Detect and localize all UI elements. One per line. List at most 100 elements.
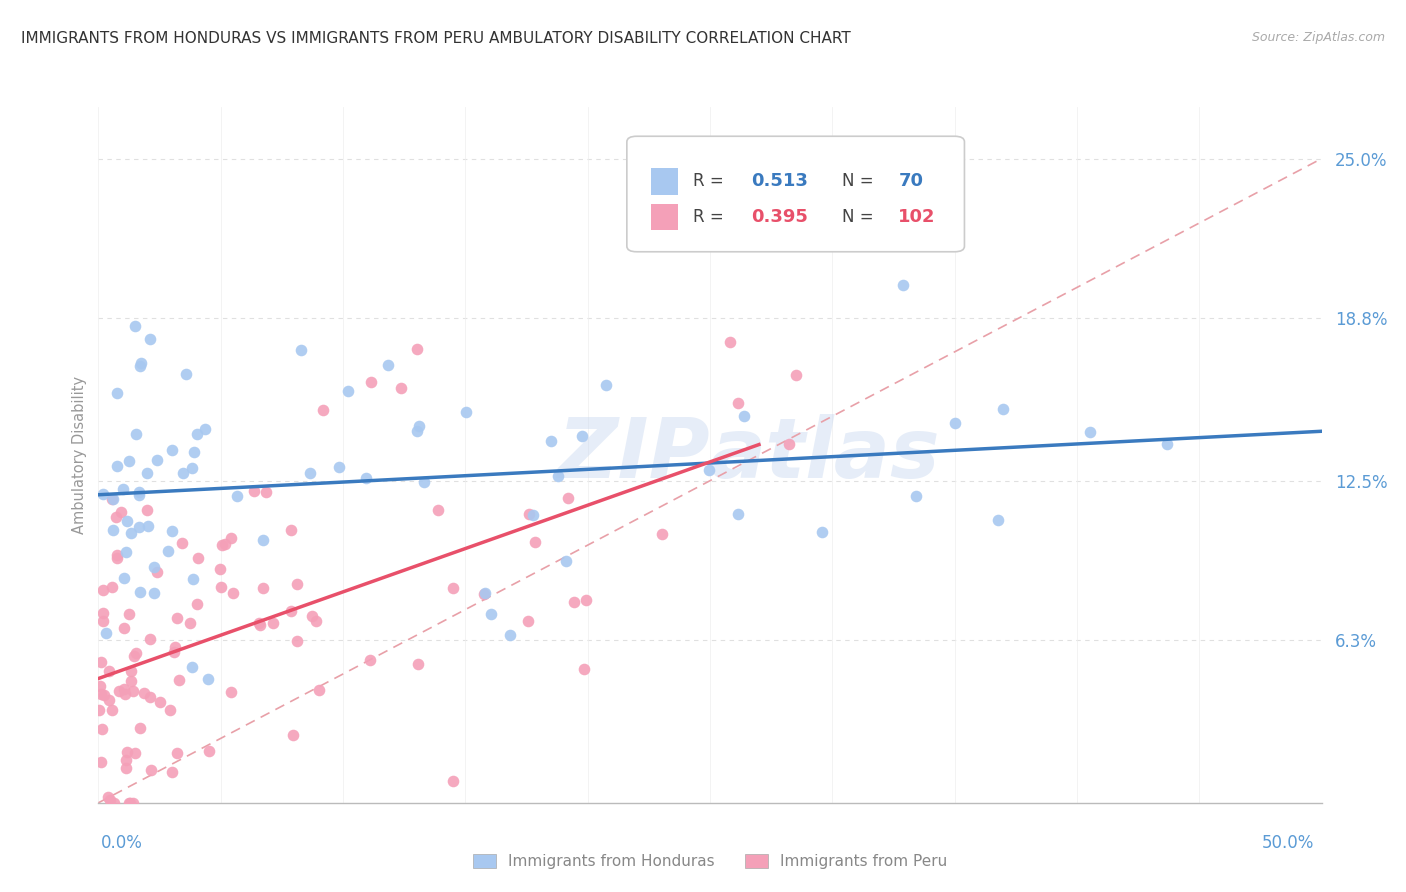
Point: [112, 482, 135, 496]
Point: [165, 640, 187, 654]
Point: [301, 608, 323, 623]
Point: [124, 427, 146, 442]
Point: [89, 679, 111, 693]
Point: [121, 683, 143, 698]
Point: [194, 422, 217, 436]
Point: [114, 687, 136, 701]
FancyBboxPatch shape: [651, 169, 678, 194]
Point: [574, 662, 596, 676]
Point: [91, 614, 114, 628]
Point: [1156, 436, 1178, 450]
Point: [311, 403, 333, 417]
Text: 0.0%: 0.0%: [101, 834, 143, 852]
Point: [112, 571, 135, 585]
Point: [285, 634, 308, 648]
Point: [1080, 425, 1102, 439]
Point: [247, 616, 270, 631]
Point: [146, 452, 169, 467]
Point: [214, 537, 236, 551]
Text: 0.513: 0.513: [752, 172, 808, 191]
Point: [135, 503, 157, 517]
Point: [197, 672, 219, 686]
Point: [987, 513, 1010, 527]
Text: Source: ZipAtlas.com: Source: ZipAtlas.com: [1251, 31, 1385, 45]
Point: [128, 488, 150, 502]
Point: [252, 581, 274, 595]
Point: [441, 774, 464, 789]
Point: [408, 418, 430, 433]
Point: [124, 747, 146, 761]
Point: [100, 580, 122, 594]
Point: [107, 385, 129, 400]
Point: [114, 761, 136, 775]
Point: [305, 615, 328, 629]
Point: [110, 505, 132, 519]
Point: [595, 378, 617, 392]
Point: [905, 489, 928, 503]
Text: 0.395: 0.395: [752, 208, 808, 226]
Point: [129, 721, 152, 735]
Point: [134, 686, 156, 700]
Point: [993, 401, 1015, 416]
Point: [574, 593, 596, 607]
Point: [93, 606, 115, 620]
Point: [186, 426, 208, 441]
Point: [727, 507, 749, 521]
Point: [389, 381, 412, 395]
Point: [143, 586, 166, 600]
Point: [540, 434, 562, 448]
Point: [571, 428, 593, 442]
Point: [87, 703, 110, 717]
Point: [120, 673, 142, 688]
Text: 50.0%: 50.0%: [1263, 834, 1315, 852]
Point: [360, 376, 382, 390]
Point: [90, 722, 112, 736]
Point: [124, 319, 146, 334]
Point: [122, 649, 145, 664]
Point: [128, 359, 150, 373]
Point: [105, 551, 128, 566]
Point: [211, 537, 233, 551]
Point: [517, 614, 540, 628]
Point: [180, 660, 202, 674]
Point: [114, 753, 136, 767]
Point: [222, 586, 245, 600]
Legend: Immigrants from Honduras, Immigrants from Peru: Immigrants from Honduras, Immigrants fro…: [467, 847, 953, 875]
Text: N =: N =: [842, 172, 879, 191]
Point: [166, 611, 188, 625]
Point: [359, 653, 381, 667]
Point: [183, 445, 205, 459]
Point: [697, 463, 720, 477]
Point: [143, 560, 166, 574]
Text: atlas: atlas: [710, 415, 941, 495]
Point: [181, 460, 204, 475]
Point: [891, 278, 914, 293]
Point: [290, 343, 312, 357]
Point: [128, 520, 150, 534]
Point: [120, 796, 142, 810]
Point: [524, 535, 547, 549]
Point: [135, 466, 157, 480]
FancyBboxPatch shape: [627, 136, 965, 252]
Point: [138, 519, 160, 533]
Point: [562, 595, 585, 609]
Point: [197, 744, 219, 758]
Point: [90, 687, 112, 701]
Point: [219, 685, 242, 699]
Text: ZIP: ZIP: [557, 415, 710, 495]
Point: [105, 459, 128, 474]
Point: [280, 604, 302, 618]
Point: [120, 526, 142, 541]
Point: [90, 655, 112, 669]
Point: [118, 796, 141, 810]
Point: [249, 618, 271, 632]
Point: [377, 358, 399, 372]
Point: [209, 580, 232, 594]
Text: N =: N =: [842, 208, 879, 226]
Point: [441, 581, 464, 595]
Point: [156, 543, 179, 558]
Point: [718, 334, 741, 349]
Point: [406, 657, 429, 671]
Point: [354, 471, 377, 485]
Point: [280, 523, 302, 537]
